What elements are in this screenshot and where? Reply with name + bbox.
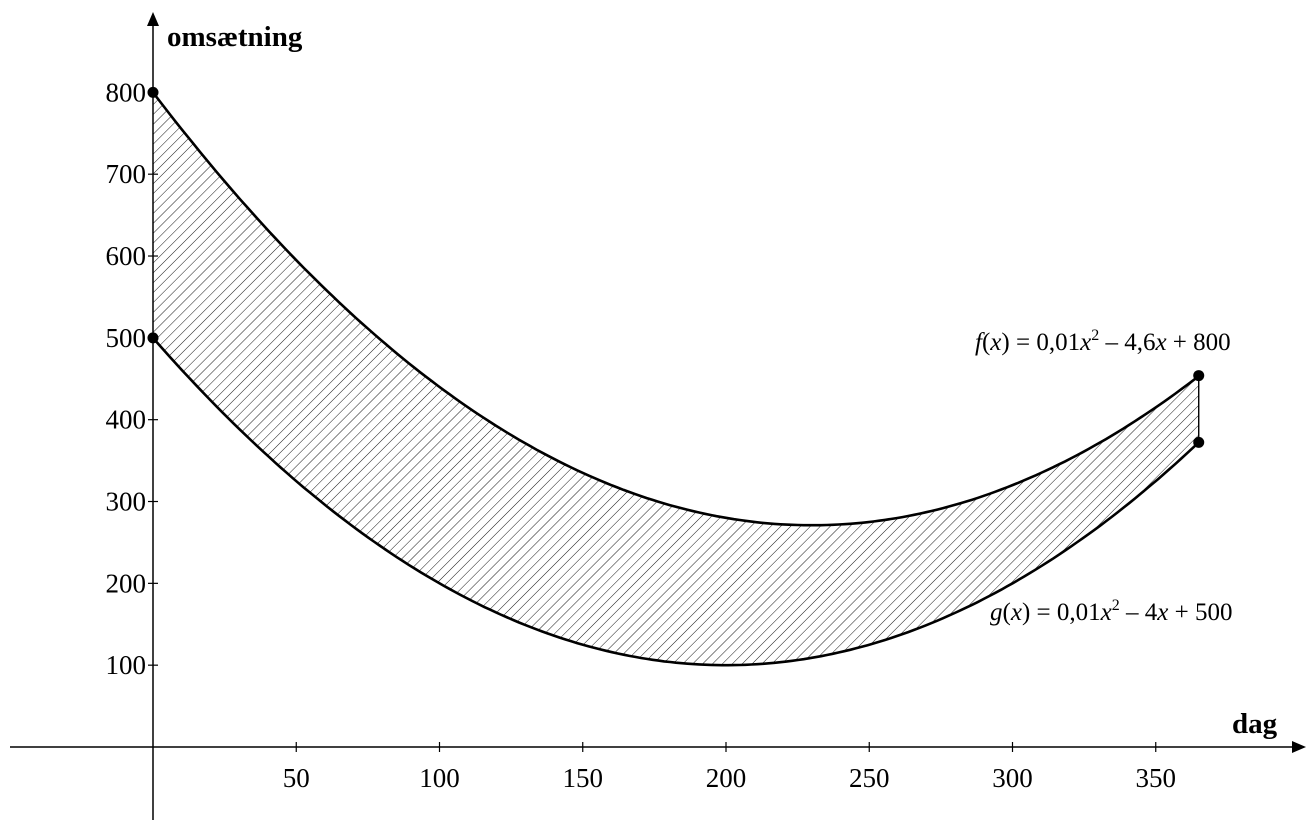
series-line-f: [151, 91, 1200, 527]
y-tick-label: 700: [106, 159, 147, 189]
curves: [151, 91, 1200, 667]
series-label-g: g(x) = 0,01x2 – 4x + 500: [990, 597, 1232, 626]
y-tick-label: 200: [106, 568, 147, 598]
y-tick-label: 800: [106, 77, 147, 107]
x-tick-label: 50: [283, 763, 310, 793]
y-tick-label: 300: [106, 487, 147, 517]
series-label-f: f(x) = 0,01x2 – 4,6x + 800: [975, 327, 1231, 356]
marked-point: [1193, 436, 1205, 448]
x-tick-label: 150: [563, 763, 604, 793]
tick-labels: 50 100 150 200 250 300 350 100 200 300 400 500 600 70…: [106, 77, 1177, 793]
y-tick-label: 400: [106, 405, 147, 435]
series-line-g: [152, 336, 1200, 667]
y-axis-arrow: [147, 12, 159, 26]
x-tick-label: 200: [706, 763, 747, 793]
y-tick-label: 100: [106, 650, 147, 680]
y-axis-title: omsætning: [167, 21, 303, 53]
x-axis-title: dag: [1232, 708, 1278, 740]
marked-point: [1193, 370, 1205, 382]
marked-point: [147, 86, 159, 98]
x-tick-label: 250: [849, 763, 890, 793]
y-tick-label: 600: [106, 241, 147, 271]
marked-point: [147, 332, 159, 344]
shaded-area-layer: [153, 92, 1199, 666]
x-tick-label: 300: [992, 763, 1033, 793]
x-tick-label: 100: [419, 763, 460, 793]
shaded-area: [153, 92, 1199, 666]
axes: [10, 12, 1306, 820]
x-axis-arrow: [1292, 741, 1306, 753]
labels: omsætning dag f(x) = 0,01x2 – 4,6x + 800…: [167, 21, 1278, 740]
y-tick-label: 500: [106, 323, 147, 353]
marked-points: [147, 86, 1205, 448]
x-tick-label: 350: [1136, 763, 1177, 793]
